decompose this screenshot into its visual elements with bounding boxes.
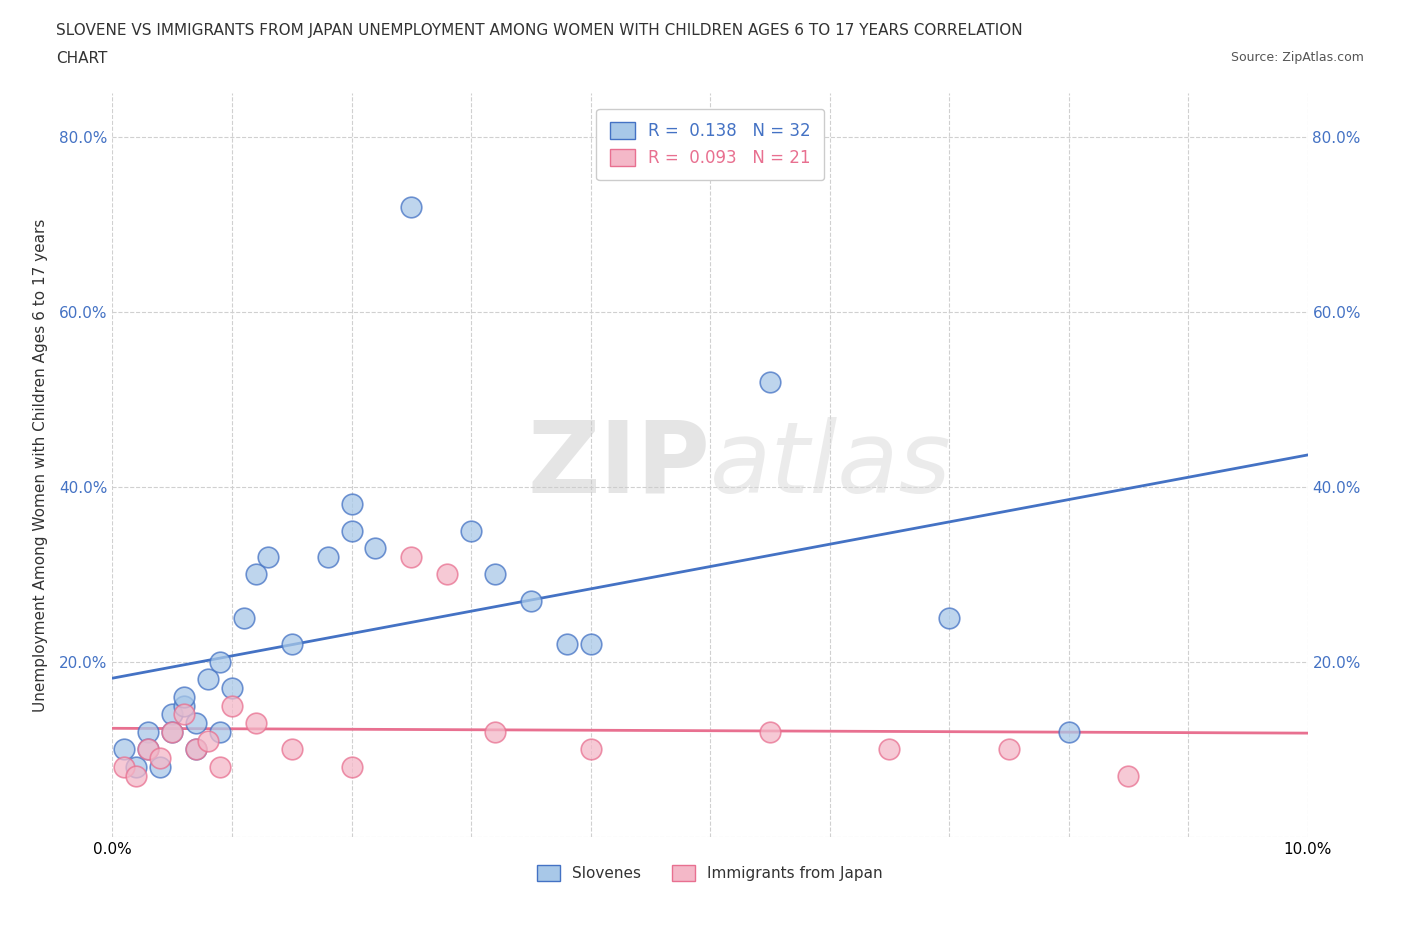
Point [257, 550, 280, 565]
Point [245, 716, 267, 731]
Point [197, 672, 219, 687]
Point [364, 540, 387, 555]
Point [340, 497, 363, 512]
Point [998, 742, 1021, 757]
Point [138, 742, 160, 757]
Text: CHART: CHART [56, 51, 108, 66]
Point [149, 760, 172, 775]
Point [281, 637, 304, 652]
Point [340, 524, 363, 538]
Legend: Slovenes, Immigrants from Japan: Slovenes, Immigrants from Japan [530, 857, 890, 889]
Point [186, 716, 208, 731]
Point [209, 760, 232, 775]
Point [484, 567, 506, 582]
Point [197, 733, 219, 748]
Y-axis label: Unemployment Among Women with Children Ages 6 to 17 years: Unemployment Among Women with Children A… [32, 219, 48, 711]
Point [1057, 724, 1080, 739]
Point [209, 655, 232, 670]
Point [245, 567, 267, 582]
Point [316, 550, 339, 565]
Point [114, 742, 135, 757]
Point [162, 724, 183, 739]
Point [186, 742, 208, 757]
Point [579, 637, 602, 652]
Text: SLOVENE VS IMMIGRANTS FROM JAPAN UNEMPLOYMENT AMONG WOMEN WITH CHILDREN AGES 6 T: SLOVENE VS IMMIGRANTS FROM JAPAN UNEMPLO… [56, 23, 1024, 38]
Point [173, 698, 195, 713]
Point [401, 199, 423, 214]
Point [759, 724, 782, 739]
Point [221, 698, 243, 713]
Point [138, 724, 160, 739]
Text: Source: ZipAtlas.com: Source: ZipAtlas.com [1230, 51, 1364, 64]
Point [221, 681, 243, 696]
Text: atlas: atlas [710, 417, 952, 513]
Point [460, 524, 482, 538]
Point [938, 611, 960, 626]
Point [520, 593, 543, 608]
Point [125, 760, 148, 775]
Point [125, 768, 148, 783]
Point [162, 724, 183, 739]
Point [759, 375, 782, 390]
Point [138, 742, 160, 757]
Point [401, 550, 423, 565]
Point [149, 751, 172, 765]
Point [281, 742, 304, 757]
Point [340, 760, 363, 775]
Point [173, 689, 195, 704]
Point [436, 567, 458, 582]
Point [173, 707, 195, 722]
Point [879, 742, 901, 757]
Point [114, 760, 135, 775]
Text: ZIP: ZIP [527, 417, 710, 513]
Point [1118, 768, 1140, 783]
Point [186, 742, 208, 757]
Point [579, 742, 602, 757]
Point [209, 724, 232, 739]
Point [484, 724, 506, 739]
Point [162, 707, 183, 722]
Point [233, 611, 256, 626]
Point [555, 637, 578, 652]
